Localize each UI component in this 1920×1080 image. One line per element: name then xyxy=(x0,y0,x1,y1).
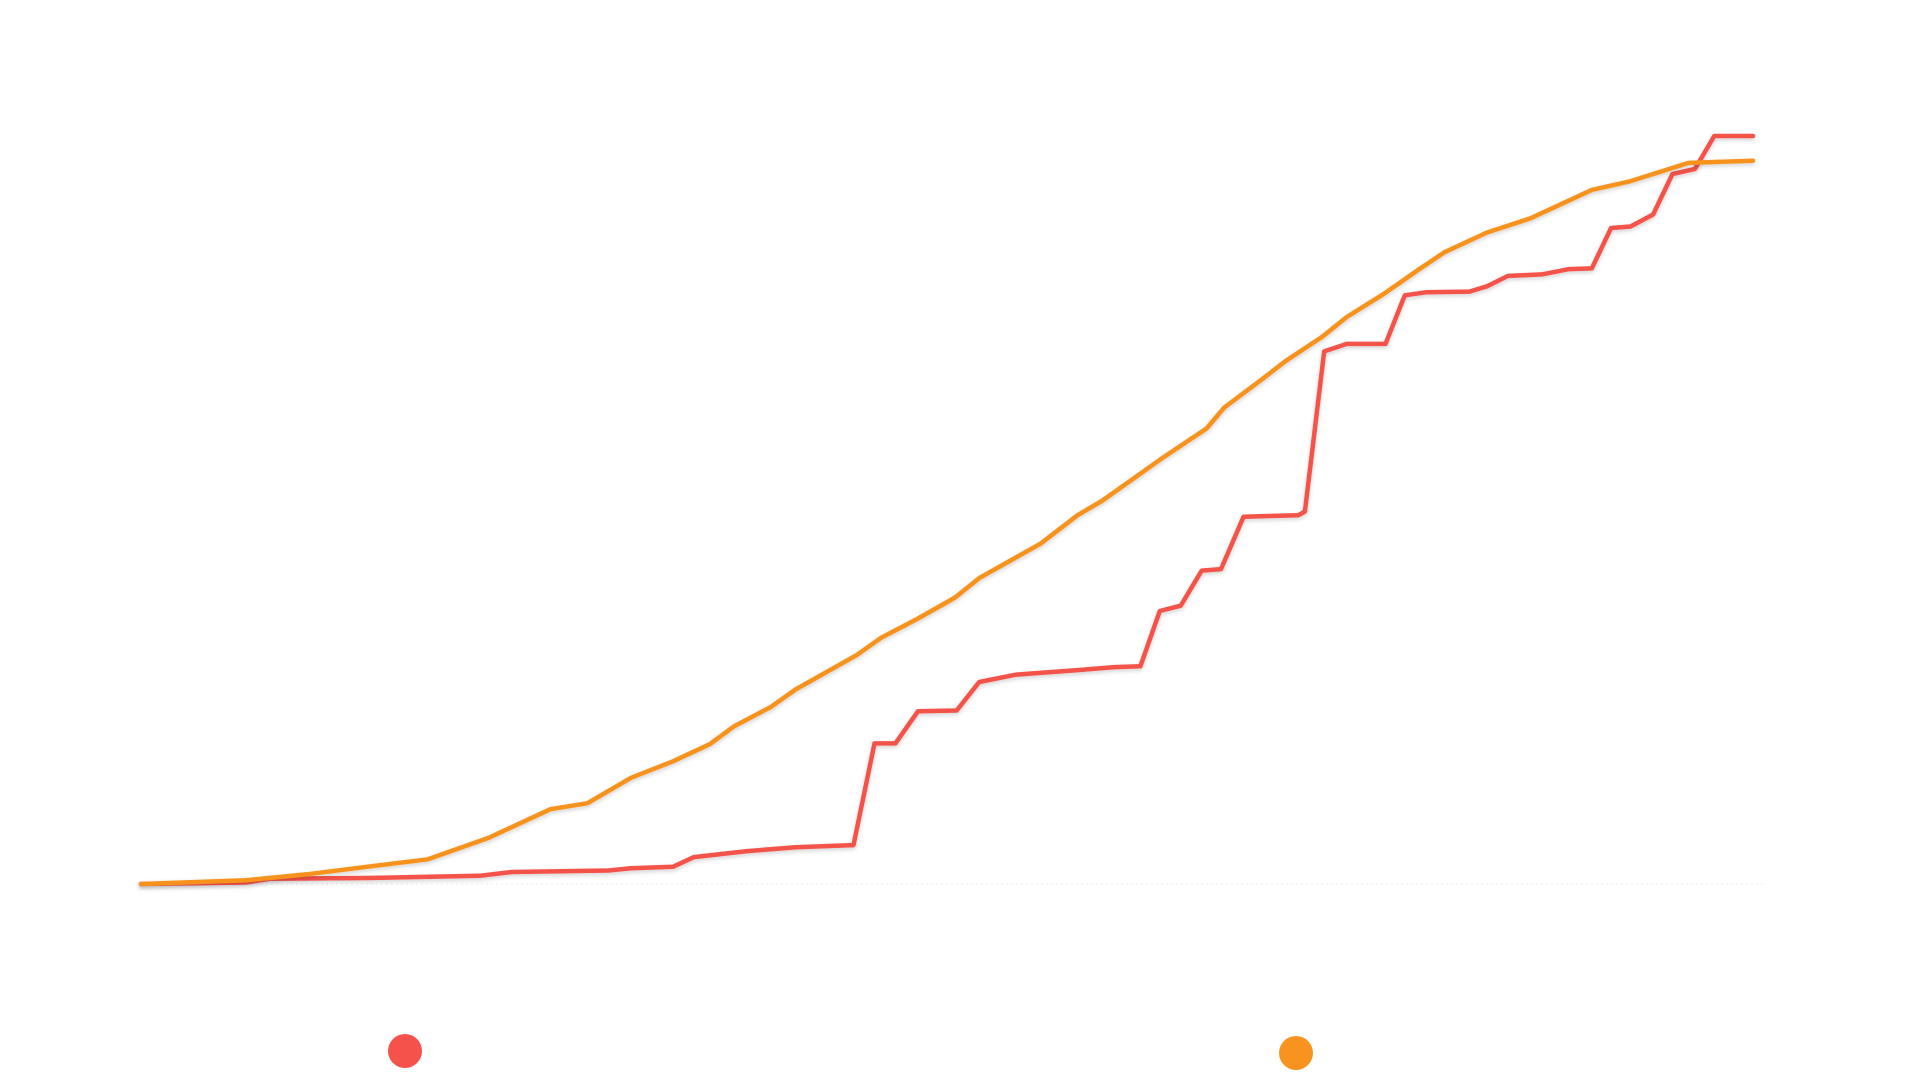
legend-marker xyxy=(388,1034,422,1068)
legend-marker xyxy=(1279,1036,1313,1070)
series-line xyxy=(138,158,1756,887)
series-line xyxy=(138,133,1756,887)
